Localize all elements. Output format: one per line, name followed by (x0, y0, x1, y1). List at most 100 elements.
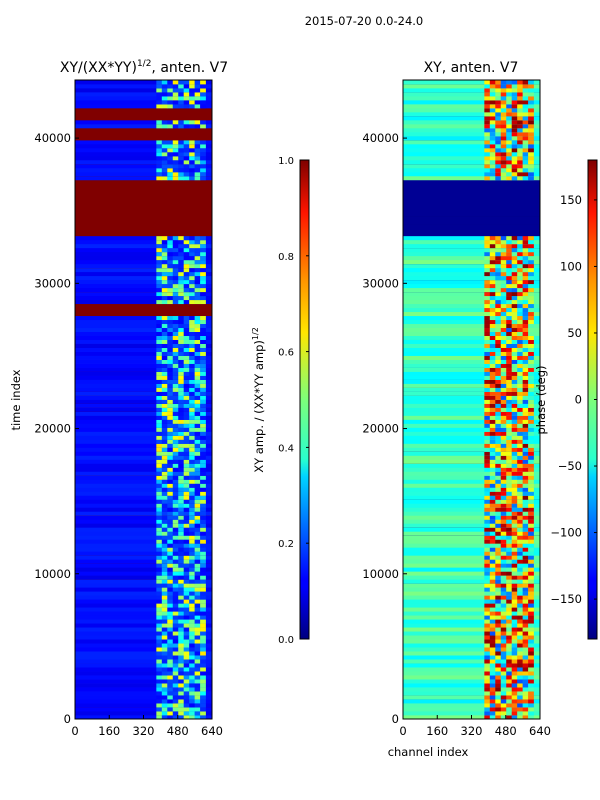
heatmap-cell (194, 371, 201, 376)
heatmap-cell (495, 307, 502, 313)
heatmap-cell (489, 519, 496, 524)
colorbar-tick-label: 150 (560, 193, 582, 207)
heatmap-cell (484, 543, 491, 548)
heatmap-cell (522, 359, 529, 364)
heatmap-cell (500, 331, 507, 336)
heatmap-cell (517, 411, 523, 416)
heatmap-cell (511, 615, 518, 620)
heatmap-cell (183, 459, 190, 464)
heatmap-cell (484, 367, 491, 372)
heatmap-row (403, 271, 540, 277)
heatmap-cell (500, 139, 507, 145)
amplitude-colorbar: 0.00.20.40.60.81.0 XY amp. / (XX*YY amp)… (251, 156, 310, 646)
heatmap-cell (511, 611, 518, 616)
heatmap-cell (511, 599, 518, 604)
heatmap-cell (178, 611, 184, 616)
heatmap-cell (178, 435, 184, 440)
heatmap-cell (178, 707, 184, 712)
heatmap-row (75, 427, 212, 432)
heatmap-cell (183, 603, 190, 608)
heatmap-cell (200, 639, 206, 644)
heatmap-cell (495, 455, 502, 460)
heatmap-row (403, 535, 540, 540)
heatmap-cell (161, 379, 168, 384)
heatmap-cell (200, 471, 206, 476)
heatmap-cell (156, 715, 163, 720)
heatmap-cell (495, 331, 502, 336)
heatmap-cell (500, 635, 507, 640)
heatmap-cell (517, 455, 523, 460)
heatmap-row (403, 331, 540, 336)
heatmap-cell (506, 99, 512, 105)
heatmap-cell (511, 695, 518, 700)
heatmap-cell (528, 411, 534, 416)
heatmap-cell (500, 91, 507, 97)
heatmap-cell (183, 687, 190, 692)
heatmap-cell (161, 235, 168, 241)
heatmap-cell (522, 399, 529, 404)
heatmap-row (75, 239, 212, 245)
heatmap-cell (178, 391, 184, 396)
heatmap-cell (489, 695, 496, 700)
heatmap-cell (178, 483, 184, 488)
heatmap-cell (511, 99, 518, 105)
heatmap-cell (484, 295, 491, 301)
heatmap-cell (506, 423, 512, 428)
heatmap-cell (172, 139, 179, 145)
heatmap-cell (511, 295, 518, 301)
heatmap-cell (178, 411, 184, 416)
heatmap-cell (511, 103, 518, 109)
heatmap-cell (522, 599, 529, 604)
heatmap-cell (517, 683, 523, 688)
heatmap-cell (506, 487, 512, 492)
heatmap-cell (517, 407, 523, 412)
heatmap-cell (172, 655, 179, 660)
heatmap-cell (528, 375, 534, 380)
heatmap-cell (489, 587, 496, 592)
heatmap-cell (484, 87, 491, 93)
heatmap-cell (528, 103, 534, 109)
heatmap-cell (194, 343, 201, 348)
heatmap-cell (189, 499, 195, 504)
heatmap-cell (200, 95, 206, 101)
heatmap-cell (522, 507, 529, 512)
heatmap-cell (517, 307, 523, 313)
heatmap-cell (506, 119, 512, 125)
heatmap-cell (511, 331, 518, 336)
heatmap-cell (517, 295, 523, 301)
heatmap-cell (506, 667, 512, 672)
heatmap-cell (178, 487, 184, 492)
heatmap-cell (495, 95, 502, 101)
heatmap-cell (495, 139, 502, 145)
heatmap-cell (178, 99, 184, 105)
heatmap-cell (161, 475, 168, 480)
heatmap-cell (511, 683, 518, 688)
heatmap-cell (178, 83, 184, 89)
heatmap-cell (200, 631, 206, 636)
heatmap-cell (489, 403, 496, 408)
heatmap-cell (517, 159, 523, 165)
heatmap-cell (167, 563, 174, 568)
heatmap-cell (167, 247, 174, 253)
heatmap-cell (156, 427, 163, 432)
heatmap-cell (495, 151, 502, 157)
heatmap-cell (172, 123, 179, 129)
heatmap-cell (484, 555, 491, 560)
heatmap-cell (172, 155, 179, 161)
heatmap-cell (183, 283, 190, 289)
heatmap-cell (183, 707, 190, 712)
heatmap-cell (189, 163, 195, 169)
heatmap-row (403, 691, 540, 696)
heatmap-cell (200, 275, 206, 281)
heatmap-cell (172, 415, 179, 420)
heatmap-cell (484, 691, 491, 696)
heatmap-cell (172, 463, 179, 468)
heatmap-cell (522, 695, 529, 700)
heatmap-cell (194, 323, 201, 329)
heatmap-cell (200, 671, 206, 676)
heatmap-cell (183, 119, 190, 125)
heatmap-cell (161, 471, 168, 476)
heatmap-cell (161, 143, 168, 149)
heatmap-cell (517, 619, 523, 624)
heatmap-cell (511, 511, 518, 516)
